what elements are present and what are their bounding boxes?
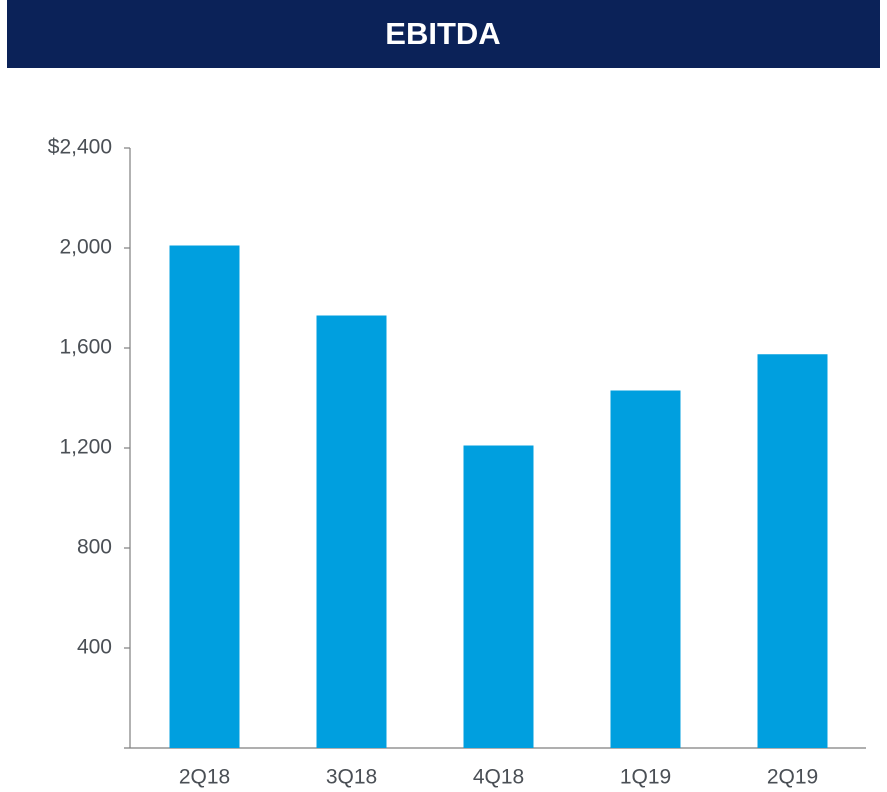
x-tick-label: 1Q19	[620, 766, 671, 789]
x-tick-label: 2Q18	[179, 766, 230, 789]
x-tick-label: 4Q18	[473, 766, 524, 789]
y-tick-label: 800	[77, 536, 112, 559]
y-tick-label: 2,000	[59, 236, 112, 259]
bar	[169, 245, 240, 748]
bar	[463, 445, 534, 748]
bar	[316, 315, 387, 748]
chart-title: EBITDA	[385, 16, 500, 51]
y-tick-label: $2,400	[48, 136, 112, 159]
bar	[757, 354, 828, 748]
title-banner	[7, 0, 880, 68]
y-tick-label: 400	[77, 636, 112, 659]
x-tick-label: 2Q19	[767, 766, 818, 789]
x-tick-label: 3Q18	[326, 766, 377, 789]
y-tick-label: 1,600	[59, 336, 112, 359]
y-tick-label: 1,200	[59, 436, 112, 459]
bar	[610, 390, 681, 748]
